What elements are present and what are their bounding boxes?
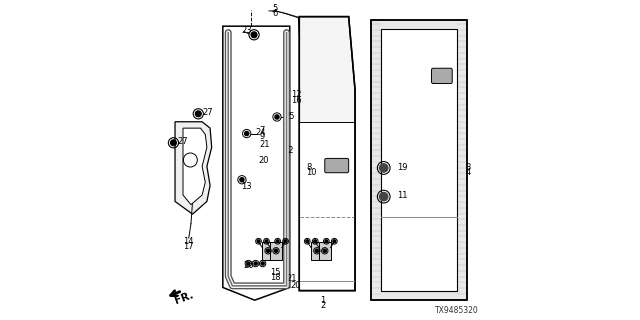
Circle shape [284, 240, 287, 243]
Text: FR.: FR. [173, 290, 195, 306]
Circle shape [171, 140, 176, 146]
Text: 22: 22 [284, 146, 294, 155]
Text: 12: 12 [291, 90, 301, 99]
Text: 8: 8 [307, 163, 312, 172]
Text: 4: 4 [465, 168, 470, 177]
Text: 1: 1 [321, 296, 326, 305]
FancyBboxPatch shape [431, 68, 452, 84]
Text: 15: 15 [270, 268, 281, 277]
Bar [300, 122, 354, 289]
Polygon shape [175, 122, 212, 214]
Text: 27: 27 [202, 108, 212, 117]
Polygon shape [300, 17, 355, 291]
Bar [319, 242, 330, 260]
Circle shape [240, 178, 244, 182]
Bar [311, 242, 323, 260]
Circle shape [306, 240, 308, 243]
Text: 27: 27 [177, 137, 188, 146]
Text: 13: 13 [241, 182, 252, 191]
Text: 19: 19 [397, 163, 408, 172]
Circle shape [254, 262, 257, 265]
Text: 21: 21 [259, 140, 270, 148]
Text: 23: 23 [241, 27, 252, 36]
Polygon shape [183, 128, 207, 204]
Circle shape [246, 262, 250, 265]
Polygon shape [381, 29, 457, 291]
Circle shape [325, 240, 328, 243]
Text: 20: 20 [290, 281, 300, 290]
Circle shape [257, 240, 260, 243]
Circle shape [380, 193, 388, 201]
FancyBboxPatch shape [324, 158, 349, 173]
Text: 5: 5 [273, 4, 278, 13]
Circle shape [314, 240, 317, 243]
Circle shape [316, 249, 319, 252]
Text: 7: 7 [259, 126, 265, 135]
Text: 16: 16 [291, 96, 301, 105]
Circle shape [333, 240, 336, 243]
Circle shape [265, 240, 268, 243]
Text: 2: 2 [321, 301, 326, 310]
Text: 18: 18 [270, 273, 281, 282]
Text: 17: 17 [184, 243, 194, 252]
Text: 3: 3 [465, 163, 470, 172]
Text: TX9485320: TX9485320 [435, 307, 479, 316]
Circle shape [275, 115, 279, 119]
Circle shape [261, 262, 264, 265]
Bar [270, 242, 282, 260]
Text: 9: 9 [259, 132, 265, 141]
Text: 6: 6 [273, 9, 278, 18]
Text: 21: 21 [287, 274, 297, 283]
Text: 14: 14 [184, 237, 194, 246]
Circle shape [275, 249, 278, 252]
Text: 20: 20 [259, 156, 269, 165]
Polygon shape [371, 20, 467, 300]
Circle shape [276, 240, 279, 243]
Circle shape [323, 249, 326, 252]
Text: 11: 11 [397, 190, 408, 200]
Circle shape [195, 111, 201, 117]
Text: 10: 10 [306, 168, 316, 177]
Circle shape [244, 132, 249, 136]
Circle shape [266, 249, 269, 252]
Text: 24: 24 [255, 128, 266, 137]
Circle shape [380, 164, 388, 172]
Text: 25: 25 [284, 112, 295, 121]
Bar [262, 242, 274, 260]
Circle shape [251, 32, 257, 38]
Text: 26: 26 [243, 261, 253, 270]
